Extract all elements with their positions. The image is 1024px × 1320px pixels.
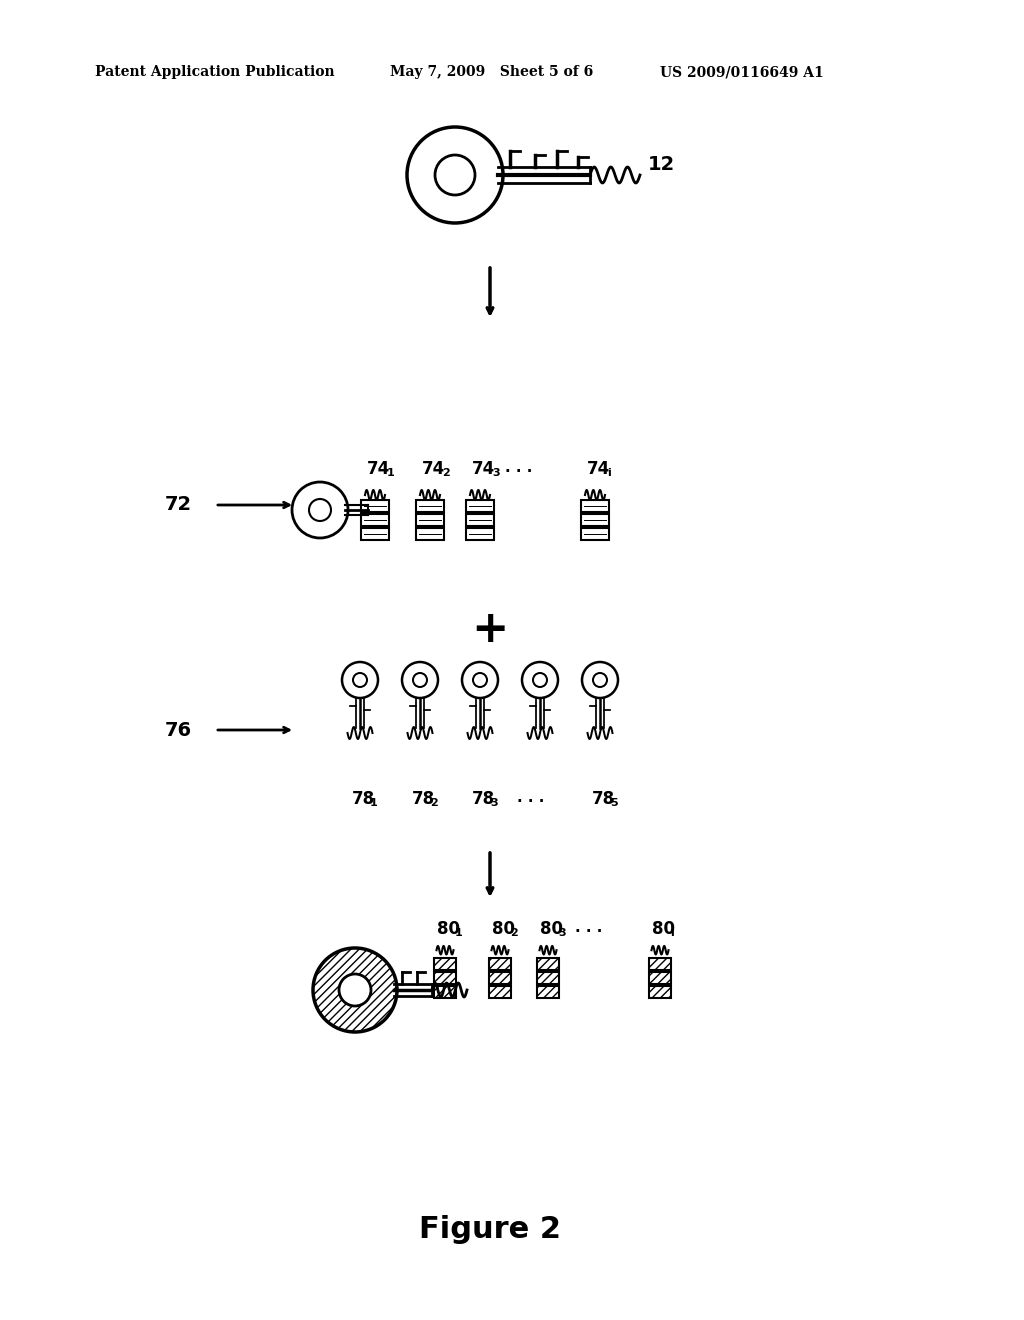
Text: 76: 76 <box>165 721 193 739</box>
Bar <box>537 986 559 998</box>
Bar <box>489 972 511 983</box>
Text: Patent Application Publication: Patent Application Publication <box>95 65 335 79</box>
Text: . . .: . . . <box>505 459 532 475</box>
Bar <box>537 958 559 970</box>
Text: 74: 74 <box>422 459 445 478</box>
Text: 3: 3 <box>558 928 565 939</box>
Text: 72: 72 <box>165 495 193 515</box>
Circle shape <box>339 974 371 1006</box>
Bar <box>489 958 511 970</box>
Bar <box>649 986 671 998</box>
Bar <box>434 958 456 970</box>
Text: 78: 78 <box>352 789 375 808</box>
Bar <box>434 972 456 983</box>
Text: 74: 74 <box>367 459 390 478</box>
Bar <box>466 500 494 512</box>
Text: 2: 2 <box>430 799 437 808</box>
Text: 2: 2 <box>442 469 450 478</box>
Text: 1: 1 <box>387 469 394 478</box>
Text: 80: 80 <box>437 920 460 939</box>
Text: 78: 78 <box>472 789 496 808</box>
Bar <box>537 972 559 983</box>
Text: 2: 2 <box>510 928 518 939</box>
Bar <box>466 528 494 540</box>
Text: 80: 80 <box>540 920 563 939</box>
Text: 3: 3 <box>490 799 498 808</box>
Text: 74: 74 <box>472 459 496 478</box>
Text: 3: 3 <box>492 469 500 478</box>
Text: 74: 74 <box>587 459 610 478</box>
Text: 1: 1 <box>370 799 378 808</box>
Bar <box>581 528 609 540</box>
Bar <box>361 528 389 540</box>
Circle shape <box>313 948 397 1032</box>
Text: 12: 12 <box>648 154 675 174</box>
Text: . . .: . . . <box>517 789 545 805</box>
Bar <box>416 528 444 540</box>
Text: 5: 5 <box>610 799 617 808</box>
Bar <box>361 513 389 525</box>
Text: 78: 78 <box>592 789 615 808</box>
Text: . . .: . . . <box>575 920 602 935</box>
Text: i: i <box>670 928 674 939</box>
Bar <box>361 500 389 512</box>
Bar <box>649 972 671 983</box>
Bar <box>581 500 609 512</box>
Text: 80: 80 <box>492 920 515 939</box>
Text: Figure 2: Figure 2 <box>419 1216 561 1245</box>
Bar <box>416 500 444 512</box>
Text: i: i <box>607 469 610 478</box>
Bar <box>434 986 456 998</box>
Bar <box>489 986 511 998</box>
Bar <box>581 513 609 525</box>
Text: May 7, 2009   Sheet 5 of 6: May 7, 2009 Sheet 5 of 6 <box>390 65 593 79</box>
Text: +: + <box>471 609 509 652</box>
Bar <box>466 513 494 525</box>
Bar <box>649 958 671 970</box>
Text: 78: 78 <box>412 789 435 808</box>
Text: 1: 1 <box>455 928 463 939</box>
Bar <box>416 513 444 525</box>
Text: US 2009/0116649 A1: US 2009/0116649 A1 <box>660 65 823 79</box>
Text: 80: 80 <box>652 920 675 939</box>
